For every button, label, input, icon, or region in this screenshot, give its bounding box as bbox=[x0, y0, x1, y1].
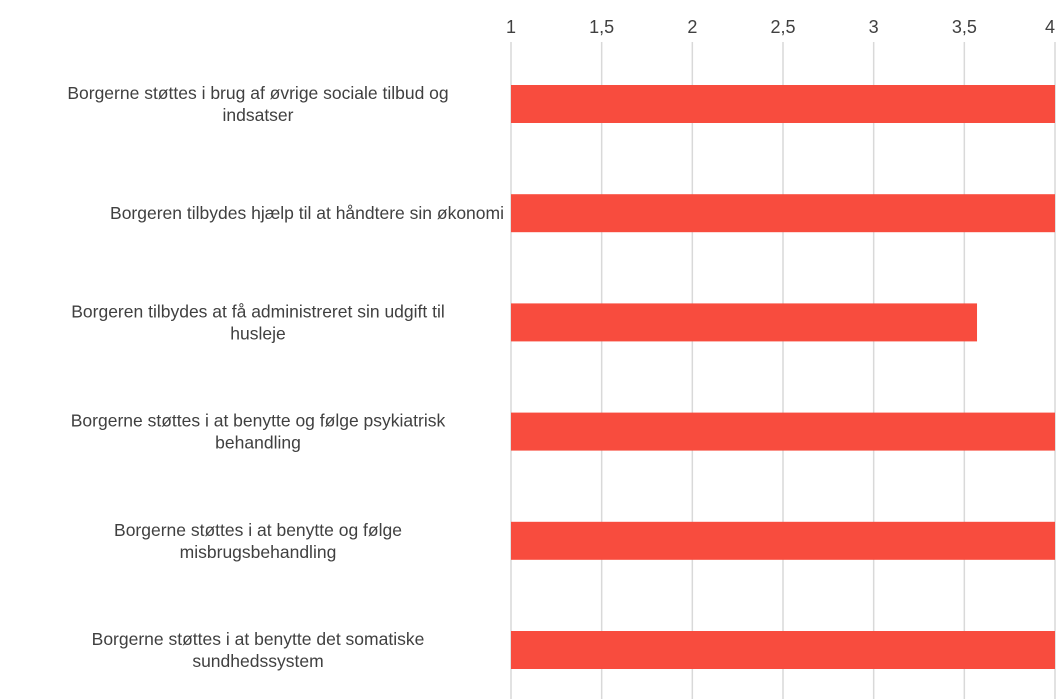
category-label-line: behandling bbox=[215, 433, 301, 453]
category-label-line: indsatser bbox=[222, 105, 293, 125]
category-label: Borgerne støttes i brug af øvrige social… bbox=[67, 83, 448, 125]
bar bbox=[511, 521, 1055, 560]
gridlines bbox=[510, 42, 1056, 699]
bar bbox=[511, 303, 978, 342]
category-label-line: Borgerne støttes i at benytte det somati… bbox=[92, 629, 425, 649]
x-tick-label: 2,5 bbox=[770, 17, 795, 37]
category-label-line: Borgeren tilbydes at få administreret si… bbox=[71, 301, 445, 321]
x-tick-label: 1,5 bbox=[589, 17, 614, 37]
category-label-line: Borgerne støttes i brug af øvrige social… bbox=[67, 83, 448, 103]
bar bbox=[511, 631, 1055, 669]
bar bbox=[511, 85, 1055, 123]
x-axis-tick-labels: 1 1,5 2 2,5 3 3,5 4 bbox=[506, 17, 1055, 37]
x-tick-label: 4 bbox=[1045, 17, 1055, 37]
category-label-line: husleje bbox=[230, 323, 285, 343]
category-label: Borgerne støttes i at benytte og følge p… bbox=[71, 411, 446, 453]
category-labels: Borgerne støttes i brug af øvrige social… bbox=[67, 83, 504, 671]
category-label-line: misbrugsbehandling bbox=[180, 542, 337, 562]
bars bbox=[511, 85, 1055, 669]
bar bbox=[511, 412, 1055, 451]
category-label-line: Borgeren tilbydes hjælp til at håndtere … bbox=[110, 203, 504, 223]
x-tick-label: 3 bbox=[869, 17, 879, 37]
category-label-line: Borgerne støttes i at benytte og følge p… bbox=[71, 411, 446, 431]
x-tick-label: 3,5 bbox=[952, 17, 977, 37]
x-tick-label: 2 bbox=[687, 17, 697, 37]
category-label-line: Borgerne støttes i at benytte og følge bbox=[114, 520, 402, 540]
category-label: Borgerne støttes i at benytte og følge mi… bbox=[114, 520, 402, 562]
category-label: Borgeren tilbydes at få administreret si… bbox=[71, 301, 445, 343]
category-label-line: sundhedssystem bbox=[192, 651, 323, 671]
category-label: Borgeren tilbydes hjælp til at håndtere … bbox=[110, 203, 504, 223]
category-label: Borgerne støttes i at benytte det somati… bbox=[92, 629, 425, 671]
bar bbox=[511, 194, 1055, 233]
x-tick-label: 1 bbox=[506, 17, 516, 37]
